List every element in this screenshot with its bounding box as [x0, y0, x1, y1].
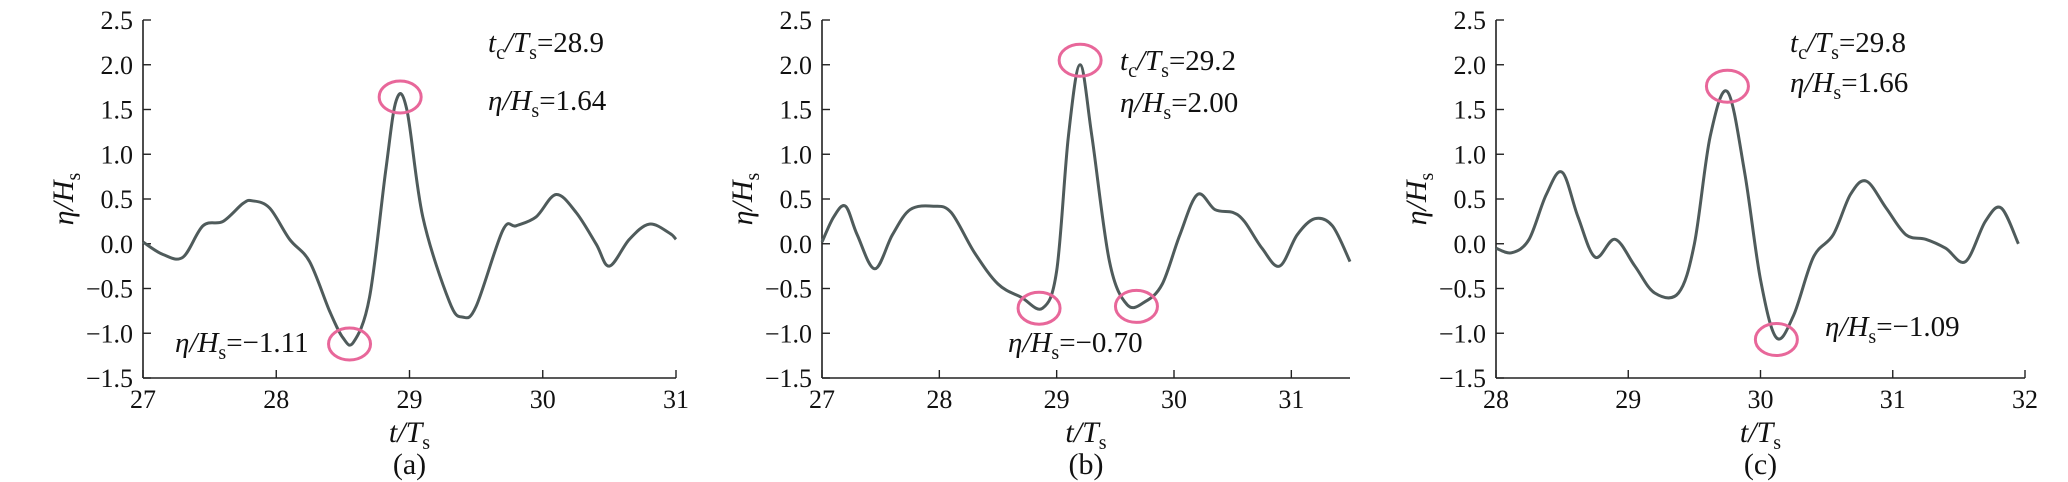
y-tick-label: −1.5: [86, 364, 133, 393]
y-tick-label: 1.5: [101, 96, 134, 125]
y-tick-label: −1.0: [765, 319, 812, 348]
y-tick-label: 2.5: [101, 6, 134, 35]
x-tick-label: 30: [1748, 385, 1774, 414]
crest-time-annotation: tc/Ts=29.8: [1790, 27, 1906, 64]
x-tick-label: 30: [1161, 385, 1187, 414]
x-tick-label: 31: [663, 385, 689, 414]
x-tick-label: 31: [1880, 385, 1906, 414]
y-tick-label: 1.5: [1454, 96, 1487, 125]
y-tick-label: 0.0: [780, 230, 813, 259]
x-tick-label: 28: [926, 385, 952, 414]
y-tick-label: 0.5: [780, 185, 813, 214]
highlight-circle: [1113, 288, 1159, 324]
y-tick-label: 1.5: [780, 96, 813, 125]
y-tick-label: −0.5: [86, 275, 133, 304]
y-tick-label: −0.5: [765, 275, 812, 304]
panel-label: (a): [393, 448, 426, 481]
chart-panel-3: 2.5 2.0 1.5 1.0 0.5 0.0 −0.5 −1.0 −1.528 29 30 31 32…: [1400, 6, 2038, 481]
highlight-circle: [327, 326, 373, 362]
x-tick-label: 29: [1044, 385, 1070, 414]
y-tick-label: 0.5: [101, 185, 134, 214]
peak-annotation: η/Hs=1.66: [1790, 67, 1908, 104]
y-tick-label: −1.0: [1439, 319, 1486, 348]
highlight-circle: [377, 79, 423, 115]
trough-annotation: η/Hs=−1.11: [175, 327, 309, 364]
y-tick-label: 2.0: [780, 51, 813, 80]
panel-label: (b): [1069, 448, 1104, 481]
series-line: [820, 63, 1352, 311]
y-tick-label: 1.0: [780, 140, 813, 169]
x-tick-label: 27: [130, 385, 156, 414]
y-tick-label: 1.0: [1454, 140, 1487, 169]
highlight-circle: [1057, 42, 1103, 78]
y-tick-label: 2.5: [780, 6, 813, 35]
y-axis-label: η/Hs: [1400, 172, 1438, 225]
y-tick-label: −0.5: [1439, 275, 1486, 304]
x-axis-label: t/Ts: [389, 416, 430, 454]
y-tick-label: 0.5: [1454, 185, 1487, 214]
panel-label: (c): [1744, 448, 1777, 481]
y-tick-label: 2.0: [1454, 51, 1487, 80]
x-tick-label: 30: [530, 385, 556, 414]
x-tick-label: 29: [397, 385, 423, 414]
chart-panel-1: 2.5 2.0 1.5 1.0 0.5 0.0 −0.5 −1.0 −1.527 28 29 30 31…: [47, 6, 689, 481]
peak-annotation: η/Hs=2.00: [1120, 87, 1238, 124]
y-tick-label: −1.5: [1439, 364, 1486, 393]
x-tick-label: 31: [1278, 385, 1304, 414]
x-tick-label: 29: [1615, 385, 1641, 414]
y-tick-label: −1.5: [765, 364, 812, 393]
y-tick-label: 2.0: [101, 51, 134, 80]
chart-panel-2: 2.5 2.0 1.5 1.0 0.5 0.0 −0.5 −1.0 −1.527 28 29 30 31…: [726, 6, 1352, 481]
trough-annotation: η/Hs=−1.09: [1825, 311, 1960, 348]
highlight-circle: [1753, 322, 1799, 358]
series-line: [142, 92, 678, 347]
x-axis-label: t/Ts: [1740, 416, 1781, 454]
trough-annotation: η/Hs=−0.70: [1008, 327, 1143, 364]
y-tick-label: −1.0: [86, 319, 133, 348]
peak-annotation: η/Hs=1.64: [488, 85, 607, 122]
x-tick-label: 32: [2012, 385, 2038, 414]
x-axis-label: t/Ts: [1065, 416, 1106, 454]
x-tick-label: 28: [1483, 385, 1509, 414]
highlight-circle: [1704, 68, 1750, 104]
highlight-circle: [1016, 290, 1062, 326]
x-tick-label: 28: [263, 385, 289, 414]
series-line: [1495, 89, 2020, 341]
y-axis-label: η/Hs: [726, 172, 764, 225]
x-tick-label: 27: [809, 385, 835, 414]
crest-time-annotation: tc/Ts=28.9: [488, 27, 604, 64]
y-tick-label: 2.5: [1454, 6, 1487, 35]
crest-time-annotation: tc/Ts=29.2: [1120, 45, 1236, 82]
y-tick-label: 0.0: [1454, 230, 1487, 259]
y-tick-label: 0.0: [101, 230, 134, 259]
y-axis-label: η/Hs: [47, 172, 85, 225]
y-tick-label: 1.0: [101, 140, 134, 169]
